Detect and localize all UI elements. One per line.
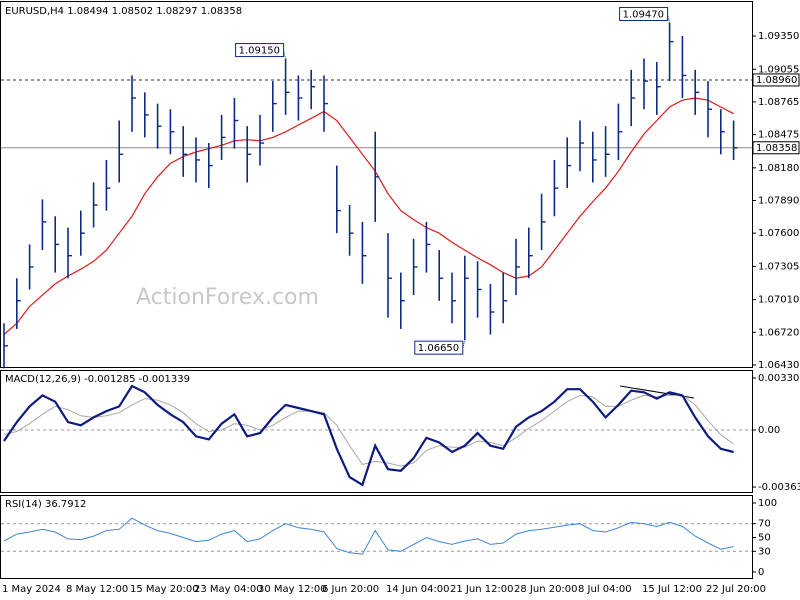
x-tick-label: 21 Jun 12:00 [450,584,514,595]
level-box [752,141,800,155]
y-tick-label: 1.07890 [758,195,799,206]
y-tick-label: 1.06430 [758,360,799,371]
level-label: 1.08960 [756,75,797,86]
y-tick-label: 0 [758,567,764,578]
x-tick-label: 15 Jul 12:00 [642,584,702,595]
macd-line [3,384,734,487]
x-tick-label: 1 May 2024 [2,584,61,595]
annotation-box [619,7,669,22]
y-tick-label: 70 [758,519,771,530]
x-tick-label: 8 May 12:00 [66,584,128,595]
macd-panel [0,370,753,493]
annotation-label: 1.06650 [418,343,459,354]
y-tick-label: 1.07600 [758,228,799,239]
macd-line [3,394,734,467]
annotation-connector [667,14,671,23]
annotation-label: 1.09150 [239,46,280,57]
y-tick-label: 1.06720 [758,327,799,338]
price-panel [0,1,753,368]
y-tick-label: 1.08765 [758,97,799,108]
x-tick-label: 15 May 20:00 [130,584,199,595]
y-tick-label: 0.003308 [758,373,800,384]
y-tick-label: 1.09350 [758,31,799,42]
y-tick-label: -0.003635 [758,482,800,493]
moving-average [3,97,734,335]
y-tick-label: 1.08180 [758,163,799,174]
x-tick-label: 23 May 04:00 [194,584,263,595]
y-tick-label: 1.07010 [758,295,799,306]
annotation-connector [283,50,287,59]
x-tick-label: 28 Jun 20:00 [514,584,578,595]
panel-title: MACD(12,26,9) -0.001285 -0.001339 [5,374,190,385]
y-tick-label: 100 [758,498,777,509]
x-tick-label: 6 Jun 20:00 [322,584,379,595]
annotation-box [235,43,285,58]
x-tick-label: 22 Jul 20:00 [706,584,766,595]
annotation-box [414,340,464,355]
y-tick-label: 50 [758,533,771,544]
level-label: 1.08358 [756,143,797,154]
rsi-line [3,517,734,555]
y-tick-label: 1.08475 [758,130,799,141]
panel-title: RSI(14) 36.7912 [5,499,86,510]
y-tick-label: 0.00 [758,425,780,436]
y-tick-label: 1.09055 [758,64,799,75]
x-tick-label: 8 Jul 04:00 [578,584,632,595]
annotation-label: 1.09470 [623,10,664,21]
x-tick-label: 14 Jun 04:00 [386,584,450,595]
annotation-connector [462,340,466,349]
rsi-panel [0,495,753,579]
panel-title: EURUSD,H4 1.08494 1.08502 1.08297 1.0835… [5,6,242,17]
y-tick-label: 1.07305 [758,261,799,272]
level-box [752,73,800,87]
watermark: ActionForex.com [136,285,319,310]
y-tick-label: 30 [758,546,771,557]
x-tick-label: 30 May 12:00 [258,584,327,595]
